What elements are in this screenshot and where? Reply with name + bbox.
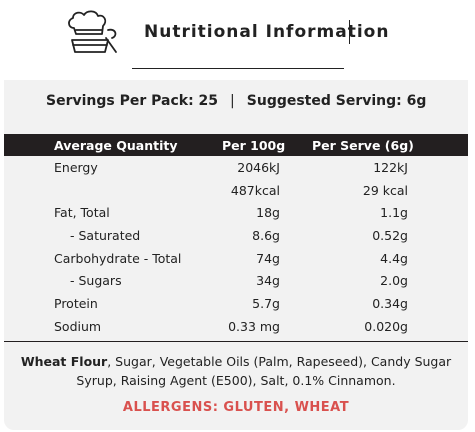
row-per-serve: 0.52g [372,228,408,244]
row-label: Protein [54,296,98,312]
row-per-100g: 2046kJ [237,160,280,175]
row-per-100g: 5.7g [252,296,280,312]
row-label: - Saturated [70,228,141,244]
row-label: - Sugars [70,273,122,289]
row-label: Carbohydrate - Total [54,250,182,266]
row-per-100g: 487kcal [230,182,280,198]
allergens-statement: ALLERGENS: GLUTEN, WHEAT [122,400,350,415]
table-row: Fat, Total 18g 1.1g [4,201,468,224]
row-per-serve: 0.34g [372,296,408,312]
table-row: 487kcal 29 kcal [4,179,468,202]
table-row: Sodium 0.33 mg 0.020g [4,315,468,338]
servings-separator: | [230,93,235,109]
row-per-serve: 2.0g [380,273,408,289]
row-per-serve: 0.020g [364,318,408,334]
ingredients-bold: Wheat Flour [20,354,108,369]
table-row: - Sugars 34g 2.0g [4,269,468,292]
table-row: Protein 5.7g 0.34g [4,292,468,315]
table-bottom-rule [4,341,468,342]
table-header: Average Quantity Per 100g Per Serve (6g) [4,134,468,156]
row-label: Sodium [54,318,102,334]
text-cursor [349,20,350,44]
row-per-serve: 1.1g [380,205,408,221]
servings-per-pack: Servings Per Pack: 25 [46,93,219,109]
header-per-100g: Per 100g [222,138,286,153]
row-per-serve: 122kJ [373,160,408,175]
servings-info: Servings Per Pack: 25 | Suggested Serving:… [46,93,446,109]
title-underline [132,68,344,69]
header-per-serve: Per Serve (6g) [312,138,414,153]
table-row: - Saturated 8.6g 0.52g [4,224,468,247]
ingredients-text: Wheat Flour, Sugar, Vegetable Oils (Palm… [14,352,458,390]
row-per-100g: 8.6g [252,228,280,244]
row-per-serve: 29 kcal [362,182,408,198]
nutrition-table-body: Energy 2046kJ 122kJ 487kcal 29 kcal Fat,… [4,156,468,338]
row-per-100g: 0.33 mg [228,318,280,334]
row-per-100g: 34g [256,273,280,289]
table-row: Carbohydrate - Total 74g 4.4g [4,247,468,270]
table-row: Energy 2046kJ 122kJ [4,156,468,179]
chef-hat-whisk-icon [68,10,117,53]
suggested-serving: Suggested Serving: 6g [246,93,427,109]
header-average-quantity: Average Quantity [54,138,178,153]
row-label: Fat, Total [54,205,110,221]
nutrition-card: Nutritional Information Servings Per Pac… [4,0,468,430]
row-per-100g: 74g [256,250,280,266]
header: Nutritional Information [4,0,468,80]
page-title: Nutritional Information [144,22,390,42]
ingredients-rest: , Sugar, Vegetable Oils (Palm, Rapeseed)… [76,354,452,388]
row-label: Energy [54,160,98,175]
row-per-serve: 4.4g [380,250,408,266]
row-per-100g: 18g [256,205,280,221]
